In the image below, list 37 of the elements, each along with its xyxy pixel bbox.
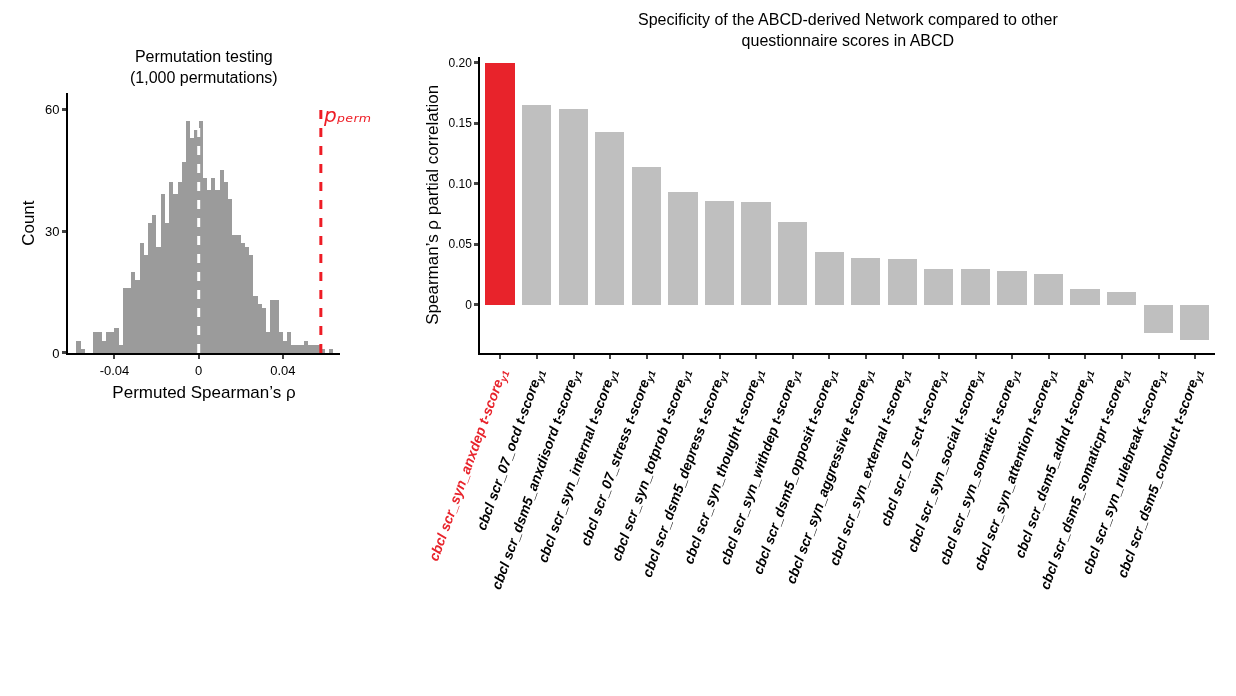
bar xyxy=(1107,291,1137,305)
bar xyxy=(778,221,808,305)
bar xyxy=(1144,304,1174,333)
bar xyxy=(851,257,881,305)
bar xyxy=(815,251,845,305)
bar xyxy=(741,201,772,305)
y-tick-label: 0.15 xyxy=(448,116,473,131)
bar xyxy=(961,268,991,305)
bar xyxy=(997,270,1028,305)
y-tick-label: 0.20 xyxy=(448,55,473,70)
y-axis-title: Spearman’s ρ partial correlation xyxy=(422,84,442,325)
x-tick-label: -0.04 xyxy=(99,362,130,378)
bar xyxy=(595,131,625,305)
y-tick-label: 0 xyxy=(52,345,60,361)
bar xyxy=(1070,288,1101,305)
bar xyxy=(485,62,516,305)
y-tick-label: 60 xyxy=(45,102,60,118)
chart-title: Specificity of the ABCD-derived Network compared to other questionnaire scores in ABCD xyxy=(638,11,1059,49)
y-tick-label: 0.05 xyxy=(448,237,473,252)
bar xyxy=(668,191,699,305)
bar xyxy=(632,166,662,305)
bar xyxy=(1180,304,1210,340)
x-axis-title: Permuted Spearman’s ρ xyxy=(112,383,296,403)
y-axis-title: Count xyxy=(19,200,39,246)
bar xyxy=(888,258,918,305)
y-tick-label: 0.10 xyxy=(448,176,473,191)
x-tick-label: 0 xyxy=(195,362,203,378)
ref-line-label: pₚₑᵣₘ xyxy=(323,103,372,127)
bar xyxy=(924,268,954,305)
y-tick-label: 0 xyxy=(465,297,473,312)
bar xyxy=(1034,273,1064,305)
x-tick-label: 0.04 xyxy=(270,362,296,378)
bar xyxy=(522,104,552,305)
y-tick-label: 30 xyxy=(45,223,60,239)
bar xyxy=(705,200,735,305)
chart-title: Permutation testing (1,000 permutations) xyxy=(130,48,278,86)
bar xyxy=(559,108,589,305)
